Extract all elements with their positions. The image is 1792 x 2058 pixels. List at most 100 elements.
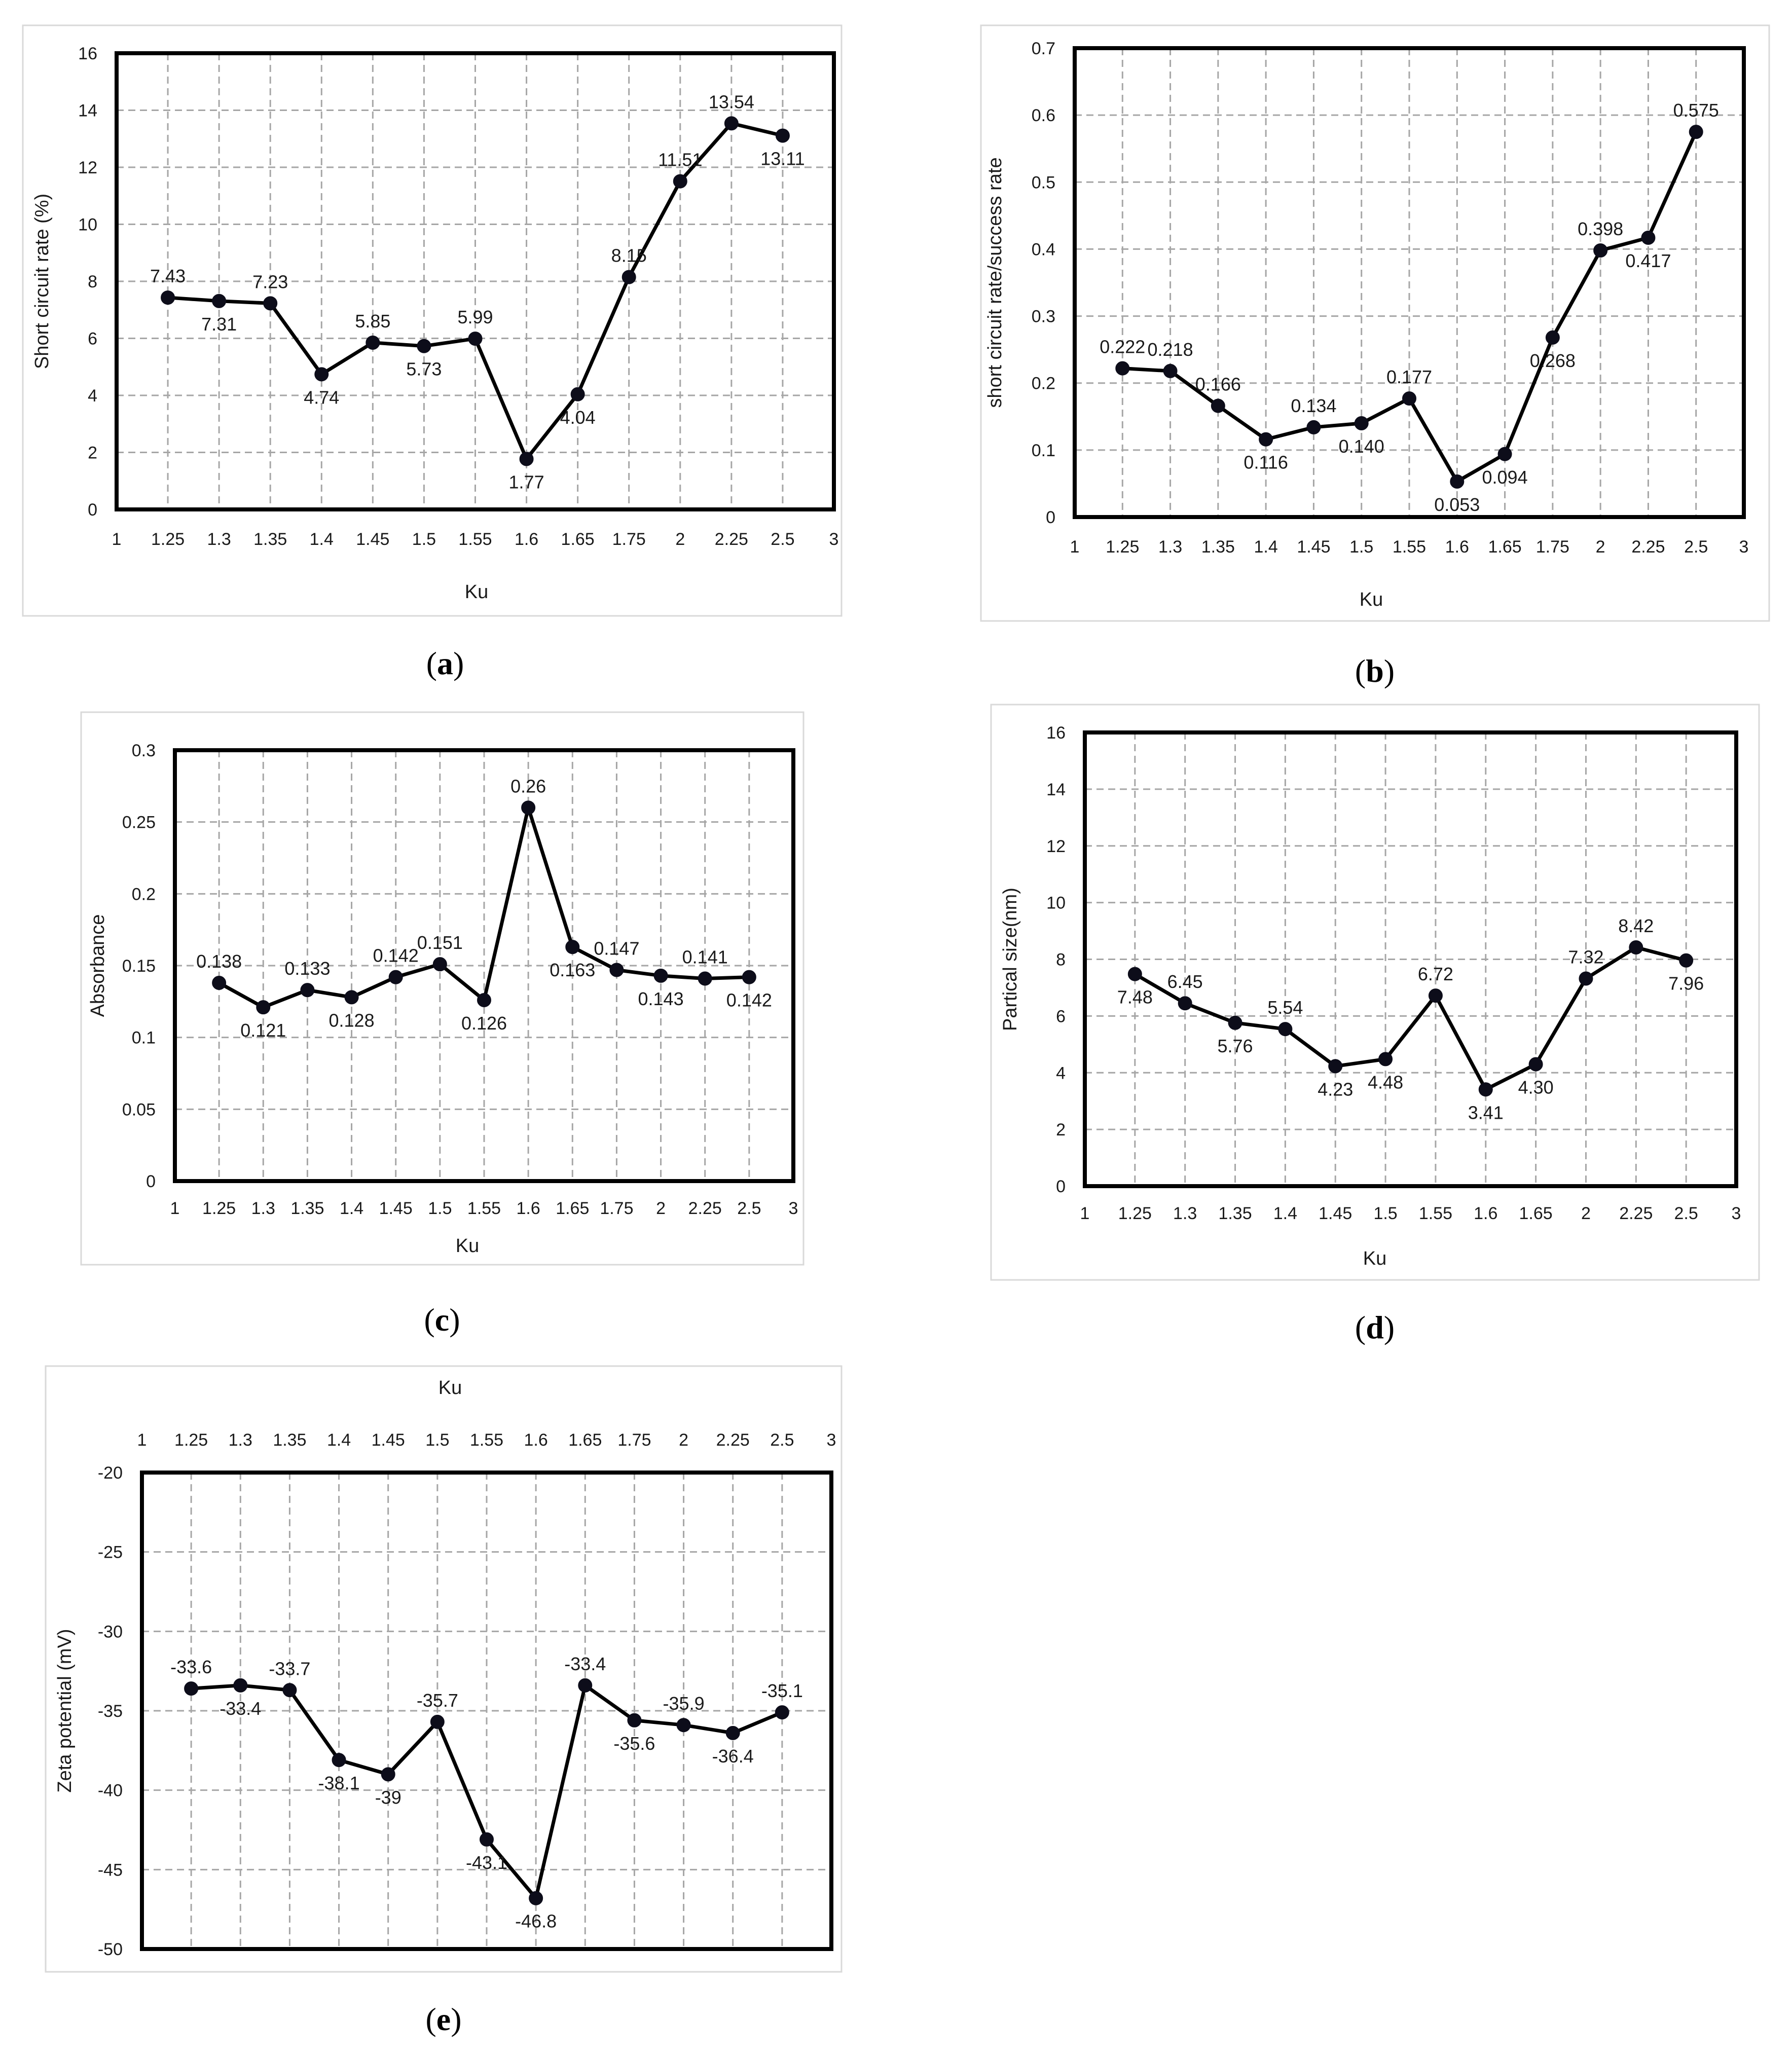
data-label: -35.1: [761, 1680, 803, 1701]
data-point: [184, 1681, 199, 1696]
data-point: [529, 1891, 543, 1905]
data-label: -36.4: [712, 1746, 754, 1767]
data-point: [698, 971, 712, 986]
caption-paren-close: ): [1384, 1309, 1395, 1345]
x-tick-label: 2: [656, 1199, 666, 1218]
caption-paren-close: ): [451, 2001, 461, 2037]
data-label: 7.43: [150, 266, 186, 286]
data-point: [161, 290, 175, 305]
y-tick-label: -35: [98, 1702, 123, 1721]
panel-caption: (b): [1355, 653, 1395, 689]
x-tick-label: 2: [675, 530, 685, 549]
data-point: [1545, 330, 1560, 345]
chart-panel-c: 1 1.25 1.3 1.35 1.4 1.45 1.5 1.55 1.6 1.65 1.75 2 2.…: [80, 711, 804, 1338]
x-tick-label: 1.65: [561, 530, 595, 549]
data-point: [519, 452, 534, 466]
x-tick-label: 2.25: [688, 1199, 722, 1218]
data-label: 0.142: [726, 990, 772, 1011]
panel-border: [80, 711, 804, 1266]
data-point: [1378, 1052, 1393, 1067]
plot-area-border: [173, 748, 795, 1183]
data-point: [775, 128, 790, 143]
x-tick-label: 1.65: [1519, 1204, 1553, 1223]
data-label: 7.31: [201, 314, 237, 335]
y-tick-label: -50: [98, 1940, 123, 1959]
data-label: 5.76: [1217, 1036, 1253, 1056]
x-tick-label: 3: [1732, 1204, 1741, 1223]
plot-area-border: [1073, 46, 1746, 519]
x-tick-label: 1.3: [1173, 1204, 1197, 1223]
panel-border: [45, 1365, 843, 1973]
x-tick-label: 2.5: [771, 530, 794, 549]
caption-letter: a: [437, 645, 453, 681]
data-point: [1278, 1022, 1293, 1037]
x-axis-title: Ku: [465, 581, 488, 603]
y-tick-label: 16: [78, 44, 97, 63]
x-tick-label: 1.35: [290, 1199, 324, 1218]
y-axis-title: Zeta potential (mV): [54, 1629, 76, 1792]
x-tick-label: 1.25: [151, 530, 185, 549]
data-point: [1306, 420, 1321, 434]
y-tick-label: -20: [98, 1463, 123, 1483]
data-label: -39: [375, 1787, 401, 1808]
data-point: [1115, 361, 1130, 376]
x-tick-label: 1.3: [251, 1199, 275, 1218]
data-label: -33.4: [564, 1653, 606, 1674]
data-point: [468, 332, 483, 346]
data-label: 5.73: [406, 359, 442, 380]
data-point: [621, 270, 636, 284]
data-label: 0.140: [1339, 436, 1384, 457]
data-label: 0.575: [1673, 100, 1719, 121]
x-tick-label: 1.45: [372, 1430, 405, 1450]
data-point: [570, 387, 585, 401]
caption-letter: d: [1366, 1309, 1384, 1345]
x-tick-label: 1.45: [356, 530, 389, 549]
data-label: -35.9: [663, 1693, 705, 1714]
x-tick-label: 1.6: [1474, 1204, 1497, 1223]
data-point: [724, 116, 739, 131]
y-tick-label: 0.2: [1032, 374, 1055, 393]
x-tick-label: 1.55: [1419, 1204, 1452, 1223]
y-tick-label: 0.3: [132, 741, 156, 760]
x-tick-label: 1.6: [515, 530, 538, 549]
data-point: [1428, 988, 1443, 1003]
x-tick-label: 1.75: [1536, 537, 1569, 557]
data-label: 7.23: [252, 271, 288, 292]
data-point: [212, 976, 227, 990]
data-point: [1689, 125, 1703, 139]
y-tick-label: 4: [1056, 1063, 1066, 1083]
data-point: [1228, 1015, 1242, 1030]
y-tick-label: 0.5: [1032, 173, 1055, 192]
x-tick-label: 1.55: [470, 1430, 503, 1450]
x-tick-label: 1.35: [1218, 1204, 1252, 1223]
x-tick-label: 2.25: [715, 530, 748, 549]
x-tick-label: 1.4: [1254, 537, 1278, 557]
data-label: 0.138: [196, 951, 242, 972]
x-tick-label: 1.55: [458, 530, 492, 549]
y-tick-label: 8: [88, 272, 97, 291]
data-label: 4.04: [560, 407, 596, 428]
x-tick-label: 1.5: [425, 1430, 449, 1450]
data-label: 1.77: [509, 471, 544, 492]
data-label: -46.8: [515, 1911, 557, 1932]
x-tick-label: 1.25: [1118, 1204, 1152, 1223]
y-tick-label: 0: [146, 1172, 156, 1191]
data-point: [673, 174, 687, 189]
data-point: [627, 1713, 642, 1728]
y-tick-label: 14: [78, 101, 97, 121]
data-point: [653, 968, 668, 983]
x-axis-title: Ku: [1360, 589, 1383, 610]
x-tick-label: 1.45: [1297, 537, 1330, 557]
data-point: [282, 1683, 297, 1698]
y-tick-label: 0.1: [132, 1028, 156, 1048]
plot-area-border: [1083, 730, 1738, 1188]
data-label: 0.417: [1625, 250, 1671, 271]
data-point: [1163, 363, 1178, 378]
x-tick-label: 2: [1596, 537, 1605, 557]
data-label: 5.85: [355, 311, 390, 332]
data-point: [1528, 1057, 1543, 1072]
caption-paren-open: (: [424, 1302, 434, 1338]
y-tick-label: 8: [1056, 950, 1066, 970]
x-tick-label: 1: [1080, 1204, 1090, 1223]
data-point: [1629, 940, 1643, 955]
